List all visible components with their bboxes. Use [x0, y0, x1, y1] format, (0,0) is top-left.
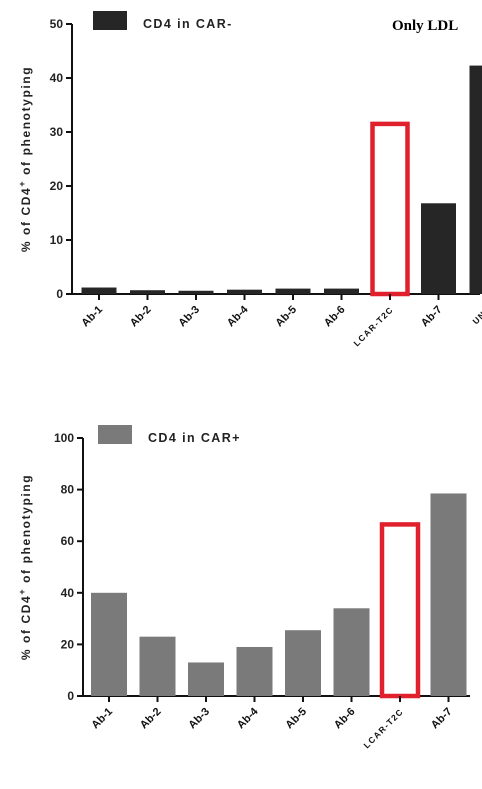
- bar-ab-6: [324, 288, 359, 294]
- bar-ab-6: [333, 608, 370, 696]
- bar-ab-4: [227, 289, 262, 294]
- bar-ab-4: [236, 646, 273, 696]
- y-tick-label: 20: [50, 179, 64, 193]
- legend-swatch: [98, 425, 132, 444]
- x-tick-label-ab-1: Ab-1: [89, 706, 115, 732]
- y-tick-label: 50: [50, 17, 64, 31]
- legend-label: CD4 in CAR-: [143, 17, 233, 31]
- bar-ab-1: [81, 287, 117, 294]
- y-tick-label: 10: [50, 233, 64, 247]
- x-tick-label-ab-1: Ab-1: [79, 304, 105, 330]
- y-axis-label: % of CD4+ of phenotyping: [17, 66, 33, 252]
- x-tick-label-ab-6: Ab-6: [332, 706, 358, 732]
- x-tick-label-ab-3: Ab-3: [186, 706, 212, 732]
- x-tick-label-ab-2: Ab-2: [128, 304, 154, 330]
- bar-ab-3: [178, 290, 214, 294]
- x-tick-label-lcar-t2c: LCAR-T2C: [351, 304, 395, 348]
- x-tick-label-ab-2: Ab-2: [138, 706, 164, 732]
- highlight-box-lcar-t2c: [370, 121, 410, 297]
- y-tick-label: 40: [50, 71, 64, 85]
- x-tick-label-lcar-t2c: LCAR-T2C: [361, 706, 405, 750]
- y-tick-label: 20: [61, 637, 75, 651]
- bar-unt: [469, 65, 482, 294]
- x-tick-label-ab-4: Ab-4: [235, 705, 261, 731]
- legend-swatch: [93, 11, 127, 30]
- x-tick-label-ab-7: Ab-7: [429, 706, 455, 732]
- y-tick-label: 40: [61, 586, 75, 600]
- x-tick-label-ab-4: Ab-4: [225, 303, 251, 329]
- y-tick-label: 100: [54, 431, 74, 445]
- bar-ab-7: [430, 493, 467, 696]
- x-tick-label-ab-6: Ab-6: [322, 304, 348, 330]
- y-tick-label: 80: [61, 483, 75, 497]
- y-tick-label: 60: [61, 534, 75, 548]
- x-tick-label-unt: UNT: [470, 304, 482, 326]
- bar-chart-cd4-car-positive: 0 20 40 60 80 100 Ab-1 Ab-2 Ab-3 Ab-4 Ab-5 Ab-6 LCAR…: [17, 425, 470, 750]
- bar-ab-5: [285, 630, 321, 696]
- bar-ab-2: [139, 636, 176, 696]
- page-title: Only LDL: [392, 18, 459, 34]
- bar-chart-cd4-car-negative: 0 10 20 30 40 50 Ab-1 Ab-2 Ab-3 Ab-4 Ab-5 Ab-6 LCAR-…: [17, 11, 482, 348]
- y-axis-label: % of CD4+ of phenotyping: [17, 474, 33, 660]
- y-tick-label: 0: [67, 689, 74, 703]
- bar-ab-7: [421, 203, 456, 294]
- bar-ab-1: [91, 592, 127, 696]
- x-tick-label-ab-5: Ab-5: [283, 706, 309, 732]
- x-tick-label-ab-3: Ab-3: [176, 304, 202, 330]
- y-tick-label: 30: [50, 125, 64, 139]
- y-tick-label: 0: [56, 287, 63, 301]
- x-tick-label-ab-5: Ab-5: [273, 304, 299, 330]
- highlight-box-lcar-t2c: [379, 522, 421, 699]
- x-tick-label-ab-7: Ab-7: [419, 304, 445, 330]
- bar-ab-3: [188, 662, 224, 696]
- bar-ab-2: [130, 290, 165, 294]
- legend-label: CD4 in CAR+: [148, 431, 241, 445]
- bar-ab-5: [275, 288, 311, 294]
